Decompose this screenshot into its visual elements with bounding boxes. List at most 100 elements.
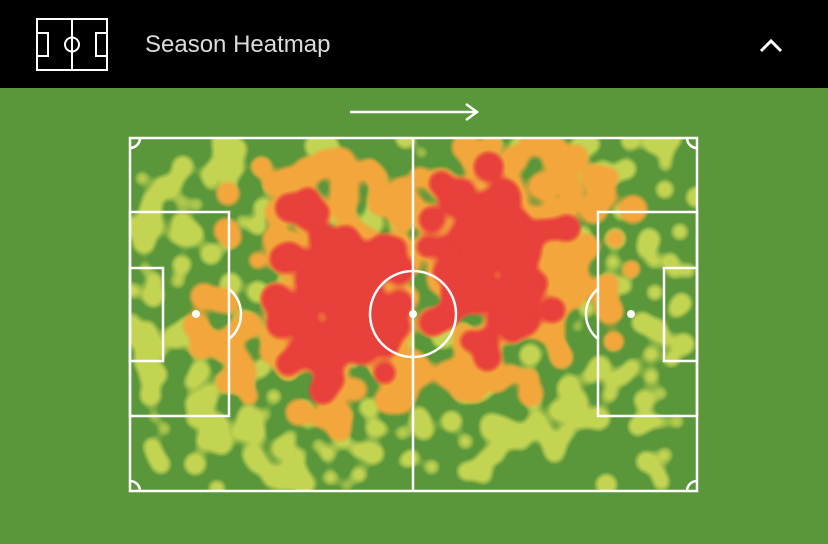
heat-blob — [563, 251, 588, 276]
heat-blob — [286, 399, 312, 426]
heat-blob — [506, 304, 533, 332]
heat-blob — [441, 411, 462, 432]
heat-blob — [326, 317, 346, 337]
heat-blob — [504, 277, 523, 297]
heat-blob — [626, 359, 640, 373]
heat-blob — [130, 216, 142, 232]
heat-blob — [542, 198, 567, 223]
heat-blob — [261, 284, 292, 314]
direction-arrow-head — [465, 102, 480, 122]
heat-blob — [501, 190, 521, 209]
heat-blob — [191, 198, 203, 211]
heat-blob — [273, 168, 302, 196]
heat-blob — [270, 245, 298, 273]
heat-blob — [240, 387, 258, 405]
heat-blob — [184, 375, 199, 390]
heat-blob — [183, 312, 209, 338]
heat-blob — [460, 331, 481, 351]
heat-blob — [312, 408, 331, 428]
heat-blob — [368, 311, 388, 330]
heat-blob — [136, 172, 149, 185]
heat-blob — [634, 390, 654, 410]
heat-blob — [650, 465, 665, 479]
heat-blob — [596, 474, 617, 491]
heat-blob — [417, 236, 438, 257]
heat-blob — [314, 357, 341, 384]
heat-blob — [214, 218, 239, 243]
heat-blob — [561, 149, 585, 173]
heat-blob — [636, 451, 657, 472]
heat-blob — [613, 368, 630, 385]
heat-blob — [549, 400, 570, 421]
heat-blob — [323, 470, 338, 485]
collapse-chevron[interactable] — [759, 38, 783, 53]
heat-blob — [130, 313, 139, 327]
heat-blob — [480, 413, 501, 434]
heat-blob — [130, 323, 146, 345]
heat-blob — [310, 377, 336, 404]
heat-blob — [385, 314, 410, 340]
heat-blob — [341, 480, 352, 491]
pitch-icon — [36, 18, 108, 71]
heat-blob — [142, 285, 164, 307]
heat-blob — [249, 217, 267, 235]
heat-blob — [475, 279, 501, 305]
heat-blob — [416, 147, 427, 158]
heat-blob — [396, 138, 415, 148]
heat-blob — [601, 391, 613, 403]
heat-blob — [386, 290, 413, 317]
heat-blob — [616, 278, 632, 294]
heat-blob — [293, 287, 323, 317]
heat-blob — [158, 423, 171, 435]
heat-blob — [670, 415, 683, 428]
heat-blob — [140, 385, 161, 406]
heat-blob — [541, 219, 561, 240]
heat-blob — [296, 207, 319, 230]
heat-blob — [554, 215, 580, 241]
heat-blob — [276, 352, 300, 376]
heat-blob — [419, 207, 445, 232]
heat-blob — [381, 388, 405, 413]
heat-blob — [429, 171, 453, 195]
heat-blob — [616, 159, 636, 179]
heat-blob — [312, 439, 324, 451]
heat-blob — [359, 398, 379, 417]
heat-blob — [478, 328, 498, 349]
heat-blob — [228, 358, 256, 386]
header-icons — [36, 18, 783, 71]
heat-blob — [498, 431, 513, 447]
heat-blob — [249, 252, 266, 269]
heat-blob — [636, 412, 648, 424]
heat-blob — [362, 443, 384, 464]
heat-blob — [200, 167, 214, 181]
heat-blob — [655, 416, 667, 428]
heat-blob — [514, 435, 529, 450]
heat-blob — [501, 146, 528, 173]
heat-blob — [485, 443, 505, 463]
heat-blob — [686, 187, 697, 208]
heat-blob — [390, 177, 413, 200]
heat-blob — [656, 181, 674, 198]
heat-blob — [285, 430, 297, 442]
heat-blob — [450, 220, 479, 250]
heat-blob — [490, 225, 515, 250]
heat-blob — [550, 346, 573, 369]
heat-blob — [539, 430, 556, 447]
heat-blob — [556, 271, 576, 292]
heat-blob — [518, 381, 543, 407]
heat-blob — [330, 173, 358, 200]
heat-blob — [143, 438, 160, 455]
heat-blob — [196, 432, 215, 450]
heat-blob — [294, 473, 315, 491]
heat-blob — [502, 364, 521, 383]
heat-blob — [409, 167, 429, 187]
heat-blob — [267, 309, 296, 338]
heat-blob — [312, 150, 339, 178]
heat-blob — [220, 273, 241, 295]
heat-blob — [474, 344, 501, 371]
heat-blob — [266, 389, 281, 404]
heat-blob — [176, 196, 188, 208]
heat-blob — [184, 453, 206, 475]
